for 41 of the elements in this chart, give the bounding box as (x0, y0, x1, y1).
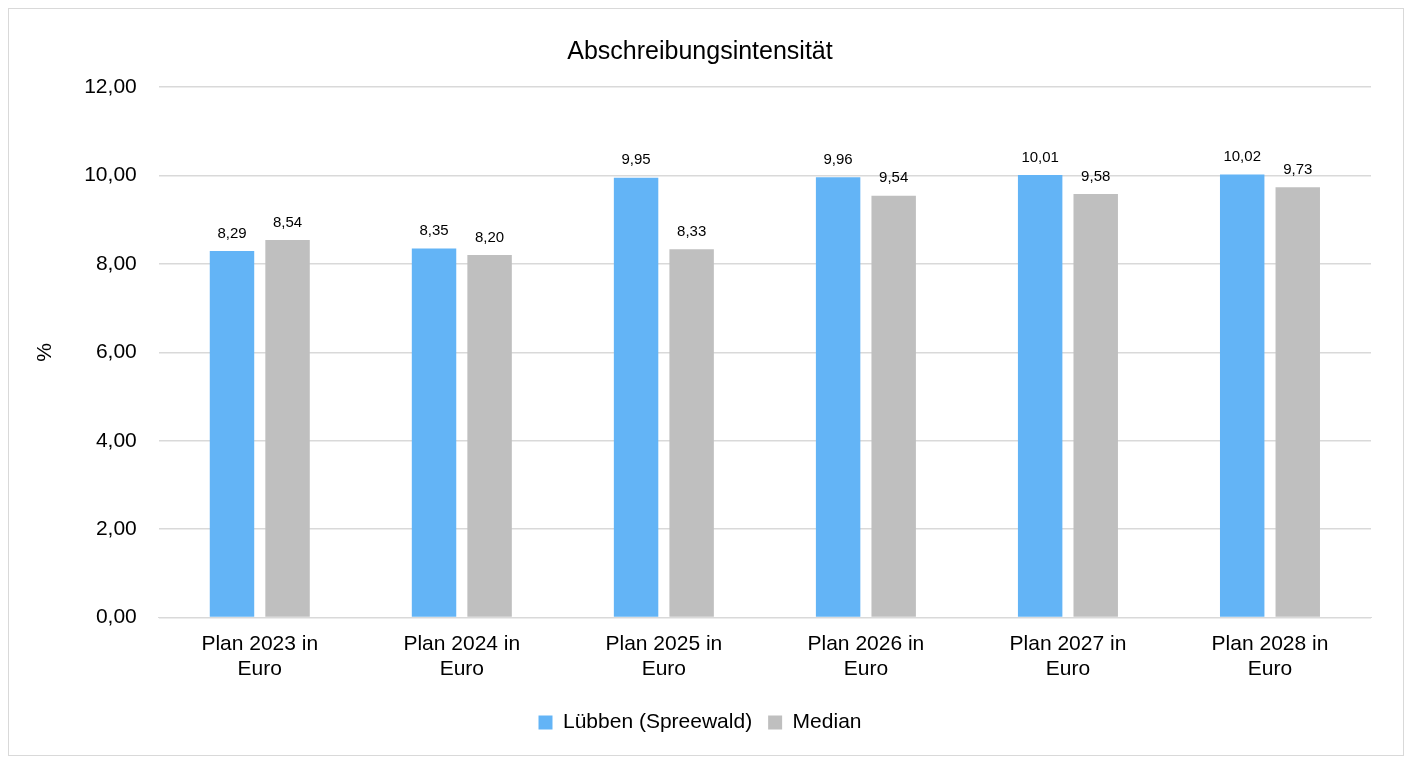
data-label: 9,54 (879, 168, 909, 186)
data-label: 10,01 (1021, 147, 1059, 165)
data-label: 9,95 (621, 150, 651, 168)
data-label: 10,02 (1223, 147, 1261, 165)
bar (613, 177, 659, 617)
y-tick-label: 6,00 (95, 339, 137, 363)
legend-label: Lübben (Spreewald) (563, 709, 753, 733)
bar (871, 195, 916, 617)
bar (265, 239, 310, 617)
data-label: 9,96 (823, 149, 853, 167)
y-tick-label: 12,00 (84, 73, 137, 97)
x-tick-label: Plan 2026 in Euro (807, 631, 925, 680)
legend-label: Median (792, 709, 862, 733)
y-tick-label: 10,00 (84, 162, 137, 186)
bar (467, 255, 512, 617)
y-axis-title: % (32, 342, 56, 362)
y-tick-label: 8,00 (95, 250, 137, 274)
data-label: 8,20 (474, 227, 505, 245)
data-label: 8,54 (272, 212, 303, 230)
y-tick-label: 0,00 (95, 604, 137, 628)
data-label: 9,58 (1081, 166, 1111, 184)
bar (1275, 187, 1320, 617)
x-tick-label: Plan 2024 in Euro (403, 631, 521, 680)
data-label: 8,29 (217, 223, 247, 241)
x-tick-label: Plan 2023 in Euro (201, 631, 319, 680)
x-tick-label: Plan 2025 in Euro (605, 631, 723, 680)
x-tick-label: Plan 2028 in Euro (1211, 631, 1329, 680)
y-tick-label: 2,00 (95, 515, 137, 539)
bar (669, 249, 714, 617)
y-tick-label: 4,00 (95, 427, 137, 451)
bar (1017, 174, 1063, 617)
bar (1219, 174, 1265, 617)
chart-title: Abschreibungsintensität (567, 35, 833, 64)
bar (411, 248, 457, 617)
bar (1073, 194, 1118, 617)
data-label: 8,35 (419, 221, 449, 239)
data-label: 9,73 (1283, 160, 1313, 178)
x-tick-label: Plan 2027 in Euro (1009, 631, 1127, 680)
bar (209, 251, 255, 617)
bar (815, 177, 861, 617)
data-label: 8,33 (677, 221, 707, 239)
